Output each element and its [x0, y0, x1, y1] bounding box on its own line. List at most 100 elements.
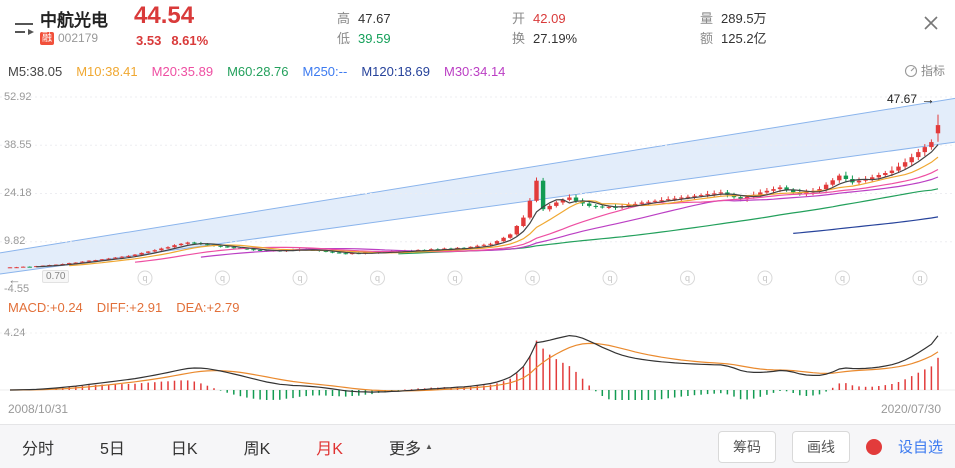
indicator-dial-icon [904, 64, 918, 77]
indicator-button[interactable]: 指标 [904, 62, 945, 79]
pan-left-arrow-icon[interactable]: ← [8, 272, 21, 287]
high-annotation-value: 47.67 [886, 92, 917, 106]
tab-label: 5日 [100, 440, 125, 458]
tab-timeline[interactable]: 分时 [22, 435, 54, 459]
open-value: 42.09 [533, 11, 566, 26]
tab-label: 分时 [22, 440, 55, 458]
tab-list: 分时 5日 日K 周K 月K 更多 ▲ [0, 425, 955, 468]
ma-legend-m10[interactable]: M10:38.41 [76, 64, 138, 79]
main-chart[interactable]: q q q q q q q q q q q 52.92 38.55 24.18 9.82 -4.55… [0, 88, 955, 296]
watermark-icon [137, 270, 153, 286]
ma-line-m20 [134, 168, 939, 263]
stock-name: 中航光电 [40, 11, 108, 30]
svg-text:q: q [375, 273, 380, 283]
start-date: 2008/10/31 [8, 402, 69, 416]
dea-line [10, 342, 939, 392]
min-price-label: 0.70 [42, 270, 70, 283]
stat-col-open-turnover: 开 42.09 换 27.19% [512, 9, 577, 49]
stock-code: 002179 [58, 31, 99, 45]
ma-legend-m30[interactable]: M30:34.14 [443, 64, 506, 79]
dea-value-label: DEA:+2.79 [176, 300, 240, 315]
amount-label: 额 [700, 31, 714, 46]
tab-label: 周K [243, 440, 271, 458]
y-axis-label: 52.92 [4, 91, 32, 103]
ma-line-m120 [793, 216, 939, 234]
stat-col-high-low: 高 47.67 低 39.59 [337, 9, 391, 49]
watermark-icon [757, 270, 773, 286]
ma-legend-m250[interactable]: M250:-- [302, 64, 348, 79]
price-change-pct: 8.61% [171, 33, 209, 48]
trend-channel [0, 98, 955, 275]
diff-line [9, 334, 939, 393]
tab-monthly-k[interactable]: 月K [316, 435, 343, 459]
watermark-icon [447, 270, 463, 286]
high-annotation: 47.67 → [887, 92, 935, 106]
turnover-value: 27.19% [533, 31, 578, 46]
watermark-icon [680, 270, 695, 286]
last-price: 44.54 [134, 2, 195, 29]
arrow-right-icon: → [921, 91, 935, 107]
svg-text:q: q [762, 273, 767, 283]
y-axis-label: 38.55 [4, 139, 32, 151]
indicator-label: 指标 [920, 64, 945, 78]
ma-legend: M5:38.05 M10:38.41 M20:35.89 M60:28.76 M250:… [8, 63, 519, 81]
macd-legend: MACD:+0.24 DIFF:+2.91 DEA:+2.79 [8, 300, 239, 315]
watermark-icon [602, 270, 618, 286]
ma-legend-m5[interactable]: M5:38.05 [8, 64, 63, 79]
turnover-label: 换 [512, 31, 526, 46]
ma-legend-m20[interactable]: M20:35.89 [151, 64, 214, 79]
draw-line-button[interactable]: 画线 [791, 430, 850, 463]
price-change: 3.53 [136, 33, 162, 48]
svg-text:q: q [142, 273, 147, 283]
ma-legend-m60[interactable]: M60:28.76 [227, 64, 289, 79]
watermark-icon [835, 270, 850, 286]
ma-legend-row: M5:38.05 M10:38.41 M20:35.89 M60:28.76 M250:… [0, 56, 955, 88]
menu-icon[interactable] [12, 17, 36, 39]
chips-button[interactable]: 筹码 [717, 430, 776, 463]
high-label: 高 [337, 11, 351, 26]
svg-text:q: q [297, 273, 302, 283]
y-axis-label: 24.18 [4, 187, 32, 199]
ma-line-m10 [69, 156, 939, 267]
y-axis-label: -4.55 [4, 283, 30, 295]
tab-actions: 筹码 画线 设自选 [717, 425, 943, 468]
macd-histogram [22, 340, 939, 400]
svg-text:q: q [685, 273, 690, 283]
caret-up-icon: ▲ [425, 442, 433, 451]
add-watchlist-button[interactable]: 设自选 [897, 439, 943, 456]
tab-daily-k[interactable]: 日K [171, 435, 198, 459]
macd-scale-label: 4.24 [4, 327, 26, 339]
tab-label: 更多 [388, 440, 421, 458]
low-value: 39.59 [358, 31, 391, 46]
svg-text:q: q [530, 273, 535, 283]
watermark-icon [292, 270, 308, 286]
end-date: 2020/07/30 [880, 402, 941, 416]
amount-value: 125.2亿 [721, 31, 767, 46]
open-label: 开 [512, 11, 526, 26]
red-dot-icon[interactable] [865, 438, 882, 455]
volume-label: 量 [700, 11, 714, 26]
price-change-row: 3.53 8.61% [136, 33, 208, 48]
volume-value: 289.5万 [721, 11, 767, 26]
tab-five-day[interactable]: 5日 [100, 435, 125, 459]
period-tabbar: 分时 5日 日K 周K 月K 更多 ▲ 筹码 画线 设自选 [0, 424, 955, 468]
stat-col-volume-amount: 量 289.5万 额 125.2亿 [700, 9, 767, 49]
low-label: 低 [337, 31, 351, 46]
svg-text:q: q [452, 273, 457, 283]
macd-value-label: MACD:+0.24 [8, 300, 83, 315]
ma-legend-m120[interactable]: M120:18.69 [361, 64, 430, 79]
high-value: 47.67 [358, 11, 391, 26]
tab-weekly-k[interactable]: 周K [244, 435, 271, 459]
stock-code-row: 融 002179 [40, 31, 98, 45]
tab-more[interactable]: 更多 ▲ [389, 435, 433, 459]
macd-chart[interactable] [0, 318, 955, 402]
diff-value-label: DIFF:+2.91 [96, 300, 163, 315]
close-icon[interactable] [921, 13, 941, 33]
margin-badge: 融 [40, 31, 54, 45]
tab-label: 日K [170, 440, 198, 458]
svg-text:q: q [917, 273, 922, 283]
svg-text:q: q [220, 273, 225, 283]
